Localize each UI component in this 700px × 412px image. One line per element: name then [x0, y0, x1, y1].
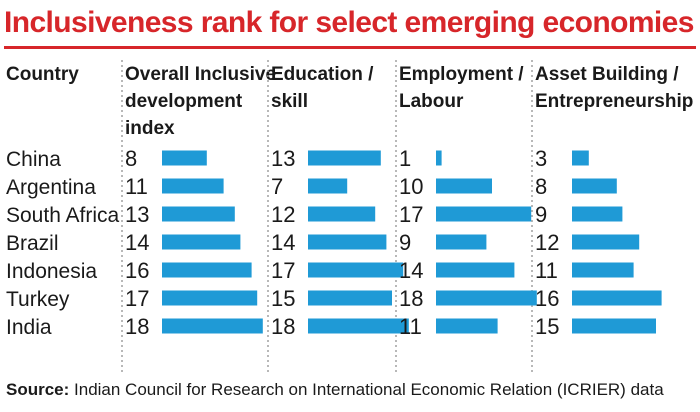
- rank-bar: [436, 262, 515, 278]
- source-note: Source: Indian Council for Research on I…: [6, 380, 696, 400]
- country-label: Argentina: [6, 176, 96, 199]
- column-header-line: Entrepreneurship: [535, 91, 693, 112]
- rank-value: 14: [125, 230, 149, 255]
- rank-value: 17: [125, 286, 149, 311]
- rank-value: 3: [535, 146, 547, 171]
- rank-value: 16: [535, 286, 559, 311]
- rank-bar: [162, 150, 207, 166]
- column-header-line: Overall Inclusive: [125, 64, 276, 85]
- rank-bar: [436, 234, 487, 250]
- title-rule: [4, 46, 696, 49]
- rank-bar: [308, 290, 392, 306]
- rank-value: 16: [125, 258, 149, 283]
- rank-value: 17: [399, 202, 423, 227]
- rank-bar: [162, 206, 235, 222]
- rank-value: 15: [271, 286, 295, 311]
- rank-value: 18: [271, 314, 295, 339]
- rank-value: 18: [399, 286, 423, 311]
- source-label: Source:: [6, 380, 70, 399]
- rank-value: 7: [271, 174, 283, 199]
- country-label: South Africa: [6, 204, 120, 227]
- rank-bar: [572, 318, 656, 334]
- rank-bar: [436, 150, 442, 166]
- column-header-line: skill: [271, 91, 308, 112]
- column-header-line: Labour: [399, 91, 464, 112]
- rank-value: 8: [125, 146, 137, 171]
- country-label: India: [6, 316, 52, 339]
- column-header-line: index: [125, 118, 175, 139]
- rank-bar: [162, 178, 224, 194]
- rank-bar: [572, 178, 617, 194]
- rank-bar: [308, 318, 409, 334]
- chart-title: Inclusiveness rank for select emerging e…: [4, 6, 694, 39]
- rank-value: 10: [399, 174, 423, 199]
- rank-value: 11: [399, 314, 422, 339]
- rank-bar: [572, 290, 662, 306]
- rank-bar: [436, 178, 492, 194]
- rank-bar: [162, 318, 263, 334]
- rank-value: 13: [125, 202, 149, 227]
- rank-bar: [436, 290, 537, 306]
- rank-bar: [162, 234, 241, 250]
- column-header-line: Employment /: [399, 64, 524, 85]
- rank-bar: [162, 262, 252, 278]
- rank-bar: [572, 234, 640, 250]
- rank-bar: [436, 318, 498, 334]
- rank-value: 14: [271, 230, 295, 255]
- rank-bar: [572, 150, 589, 166]
- rank-value: 8: [535, 174, 547, 199]
- rank-bar: [436, 206, 532, 222]
- rank-value: 9: [535, 202, 547, 227]
- rank-value: 12: [535, 230, 559, 255]
- rank-value: 11: [535, 258, 558, 283]
- rank-bar: [572, 206, 623, 222]
- rank-value: 17: [271, 258, 295, 283]
- rank-bar: [308, 178, 348, 194]
- column-header-line: development: [125, 91, 243, 112]
- country-label: China: [6, 148, 61, 171]
- rank-bar: [572, 262, 634, 278]
- rank-value: 12: [271, 202, 295, 227]
- rank-value: 18: [125, 314, 149, 339]
- column-header-line: Education /: [271, 64, 374, 85]
- row-header-country: Country: [6, 64, 79, 85]
- rank-value: 13: [271, 146, 295, 171]
- country-label: Indonesia: [6, 260, 97, 283]
- rank-bar: [308, 150, 381, 166]
- rank-value: 14: [399, 258, 423, 283]
- source-text: Indian Council for Research on Internati…: [69, 380, 664, 399]
- rank-bar: [308, 206, 376, 222]
- rank-value: 1: [399, 146, 411, 171]
- rank-bar: [308, 262, 404, 278]
- rank-value: 15: [535, 314, 559, 339]
- rank-bar: [308, 234, 387, 250]
- rank-bar: [162, 290, 258, 306]
- country-label: Turkey: [6, 288, 70, 311]
- rank-value: 9: [399, 230, 411, 255]
- column-header-line: Asset Building /: [535, 64, 679, 85]
- country-label: Brazil: [6, 232, 59, 255]
- rank-value: 11: [125, 174, 148, 199]
